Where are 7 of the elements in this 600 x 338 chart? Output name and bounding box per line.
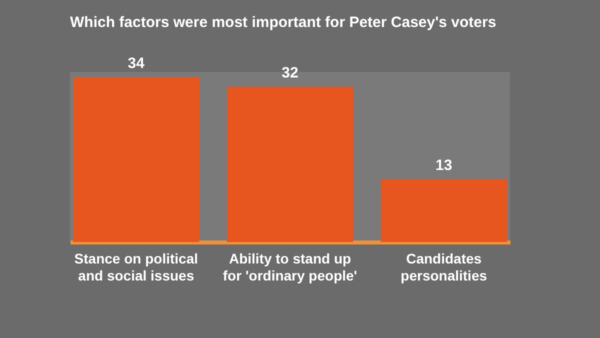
chart-title: Which factors were most important for Peter Casey's voters xyxy=(70,14,496,31)
data-label: 32 xyxy=(282,64,298,82)
x-tick-label: Stance on political and social issues xyxy=(74,250,198,284)
x-tick-label: Ability to stand up for 'ordinary people' xyxy=(222,250,358,284)
data-label: 34 xyxy=(128,54,146,72)
data-label: 13 xyxy=(436,156,452,174)
x-tick-label: Candidates personalities xyxy=(400,250,488,284)
